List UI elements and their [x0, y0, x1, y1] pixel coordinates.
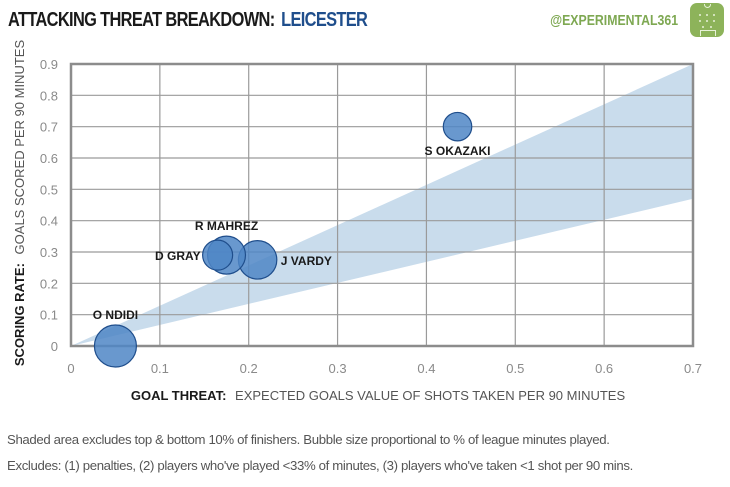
- chart-title: ATTACKING THREAT BREAKDOWN: LEICESTER: [8, 9, 368, 32]
- point-label: O NDIDI: [93, 308, 138, 322]
- bubble-chart: 0 0.1 0.2 0.3 0.4 0.5 0.6 0.7 00.10.20.30.40.50…: [12, 40, 702, 403]
- point-label: J VARDY: [281, 254, 332, 268]
- x-tick-label: 0: [67, 361, 74, 376]
- y-tick-label: 0.9: [40, 57, 58, 72]
- title-prefix: ATTACKING THREAT BREAKDOWN:: [8, 9, 275, 31]
- y-tick-label: 0.3: [40, 245, 58, 260]
- y-tick-label: 0: [51, 339, 58, 354]
- shaded-finishing-band: [71, 64, 693, 346]
- footnote-line-1: Shaded area excludes top & bottom 10% of…: [7, 432, 610, 447]
- x-tick-label: 0.5: [506, 361, 524, 376]
- y-axis-label: SCORING RATE: GOALS SCORED PER 90 MINUTE…: [12, 40, 27, 367]
- y-tick-label: 0.7: [40, 120, 58, 135]
- y-axis-label-rest: GOALS SCORED PER 90 MINUTES: [12, 40, 27, 255]
- x-axis-label-rest: EXPECTED GOALS VALUE OF SHOTS TAKEN PER …: [235, 388, 625, 403]
- x-tick-label: 0.7: [684, 361, 702, 376]
- y-tick-label: 0.1: [40, 308, 58, 323]
- twitter-handle: @EXPERIMENTAL361: [550, 12, 678, 29]
- y-axis-label-bold: SCORING RATE:: [12, 263, 27, 366]
- bubbles: [93, 111, 473, 368]
- footnote-line-2: Excludes: (1) penalties, (2) players who…: [7, 458, 633, 473]
- x-tick-label: 0.3: [329, 361, 347, 376]
- y-tick-label: 0.8: [40, 88, 58, 103]
- point-label: R MAHREZ: [195, 219, 258, 233]
- bubble-s-okazaki: [442, 111, 473, 142]
- point-label: D GRAY: [155, 249, 201, 263]
- football-pitch-icon: [690, 3, 724, 37]
- team-name: LEICESTER: [281, 9, 368, 31]
- x-tick-label: 0.4: [417, 361, 435, 376]
- x-tick-labels: 0 0.1 0.2 0.3 0.4 0.5 0.6 0.7: [67, 361, 702, 376]
- bubble-d-gray: [202, 239, 234, 271]
- y-tick-label: 0.6: [40, 151, 58, 166]
- x-tick-label: 0.1: [151, 361, 169, 376]
- point-labels: O NDIDI D GRAY R MAHREZ J VARDY S OKAZAKI: [93, 144, 491, 322]
- y-tick-label: 0.4: [40, 214, 58, 229]
- point-label: S OKAZAKI: [425, 144, 491, 158]
- x-tick-label: 0.2: [240, 361, 258, 376]
- plot-frame: [69, 62, 695, 348]
- y-tick-labels: 0 0.1 0.2 0.3 0.4 0.5 0.6 0.7 0.8 0.9: [40, 57, 58, 354]
- x-axis-label-bold: GOAL THREAT:: [131, 388, 227, 403]
- y-tick-label: 0.5: [40, 182, 58, 197]
- x-axis-label: GOAL THREAT: EXPECTED GOALS VALUE OF SHO…: [131, 388, 626, 403]
- x-tick-label: 0.6: [595, 361, 613, 376]
- y-tick-label: 0.2: [40, 276, 58, 291]
- bubble-o-ndidi: [93, 324, 138, 368]
